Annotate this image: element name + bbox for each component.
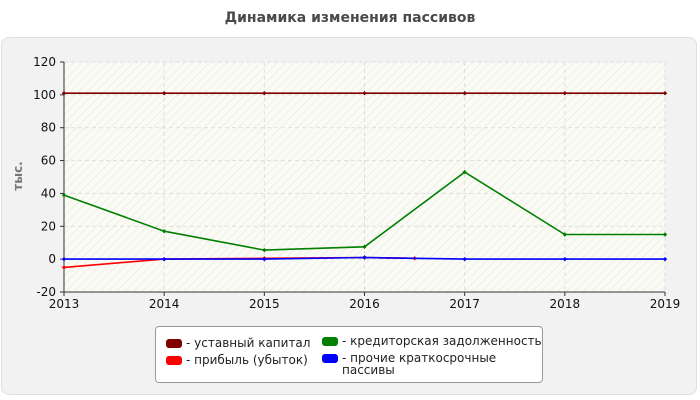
x-tick-label: 2015 — [249, 297, 280, 311]
data-point-2 — [362, 244, 367, 250]
x-tick-label: 2014 — [149, 297, 180, 311]
data-point-2 — [61, 192, 67, 198]
data-point-3 — [662, 256, 668, 262]
data-point-3 — [462, 256, 467, 262]
legend-swatch — [322, 354, 338, 363]
y-tick-label: 0 — [48, 252, 56, 266]
data-point-3 — [562, 256, 568, 262]
legend-item-prochie: - прочие краткосрочные пассивы — [322, 352, 532, 376]
x-tick-label: 2016 — [349, 297, 380, 311]
legend: - уставный капитал - кредиторская задолж… — [155, 326, 543, 383]
data-point-2 — [161, 229, 167, 234]
data-point-0 — [61, 91, 67, 96]
data-point-0 — [161, 91, 167, 96]
data-point-3 — [262, 256, 267, 262]
y-tick-label: 120 — [33, 55, 56, 69]
y-tick-label: 40 — [41, 186, 56, 200]
x-tick-label: 2018 — [550, 297, 581, 311]
y-axis-label: тыс. — [11, 161, 25, 190]
legend-swatch — [322, 337, 338, 346]
data-point-2 — [262, 247, 267, 253]
data-point-3 — [61, 256, 67, 262]
x-tick-label: 2019 — [650, 297, 681, 311]
legend-item-kreditorskaya: - кредиторская задолженность — [322, 335, 542, 347]
legend-label: - кредиторская задолженность — [342, 334, 542, 348]
data-point-2 — [562, 232, 568, 237]
data-point-1 — [61, 265, 67, 270]
y-tick-label: 80 — [41, 121, 56, 135]
chart-title: Динамика изменения пассивов — [224, 10, 476, 26]
y-tick-label: 60 — [41, 154, 56, 168]
data-point-0 — [362, 91, 367, 96]
data-point-3 — [362, 255, 367, 260]
x-tick-label: 2013 — [49, 297, 80, 311]
legend-swatch — [166, 339, 182, 348]
legend-item-ustavnyi-kapital: - уставный капитал — [166, 337, 310, 349]
legend-swatch — [166, 356, 182, 365]
legend-label: - прибыль (убыток) — [186, 353, 308, 367]
data-point-2 — [462, 169, 467, 175]
data-point-0 — [462, 91, 467, 96]
y-tick-label: 100 — [33, 88, 56, 102]
y-tick-label: 20 — [41, 219, 56, 233]
x-tick-label: 2017 — [449, 297, 480, 311]
legend-item-pribyl: - прибыль (убыток) — [166, 354, 308, 366]
data-point-0 — [662, 91, 668, 96]
data-point-0 — [262, 91, 267, 96]
legend-label: - уставный капитал — [186, 336, 311, 350]
y-tick-label: -20 — [36, 285, 56, 299]
legend-label: - прочие краткосрочные пассивы — [342, 351, 497, 377]
data-point-3 — [161, 256, 167, 262]
data-point-2 — [662, 232, 668, 237]
data-point-0 — [562, 91, 568, 96]
axes: -20 0 20 40 60 80 100 120 2013 2014 2015 2016 2017 20… — [33, 55, 680, 311]
series-layer — [61, 91, 668, 270]
